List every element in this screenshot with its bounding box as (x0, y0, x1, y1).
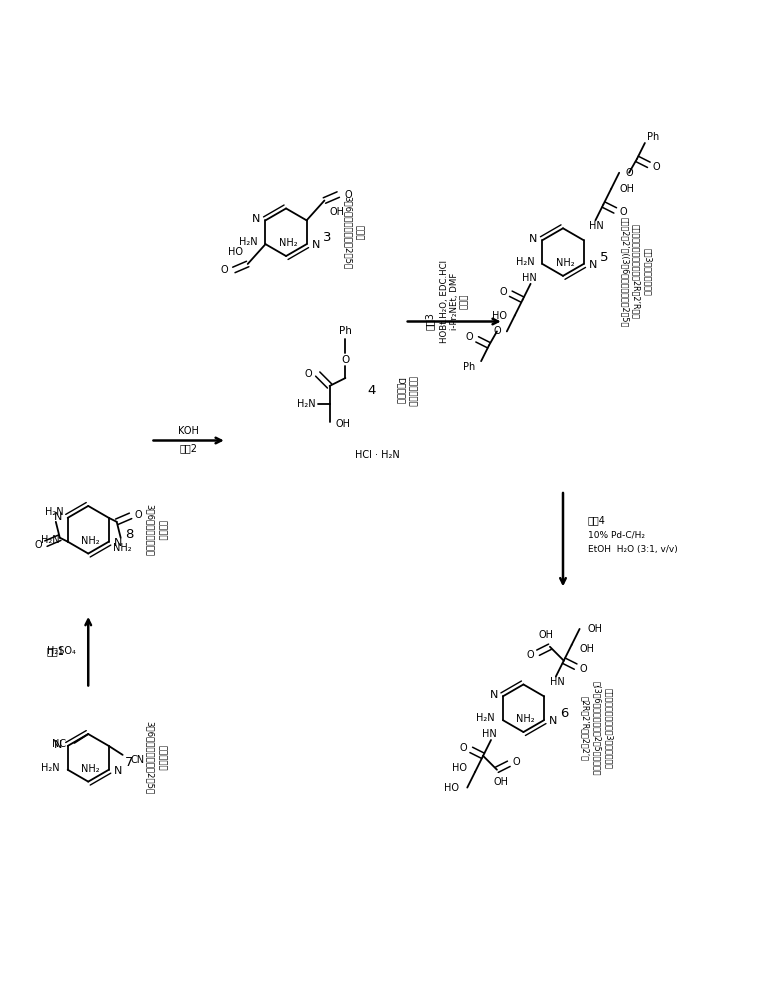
Text: 步骤3: 步骤3 (424, 313, 434, 330)
Text: （柱）: （柱） (459, 294, 468, 309)
Text: H₂N: H₂N (476, 713, 495, 723)
Text: O: O (625, 168, 633, 178)
Text: O: O (304, 369, 312, 379)
Text: Ph: Ph (647, 132, 659, 142)
Text: 二缰基）双（氨烷二基））2R，2’R）－: 二缰基）双（氨烷二基））2R，2’R）－ (632, 224, 641, 319)
Text: N: N (114, 538, 122, 548)
Text: 双（氨烷二基））双（3－羟基丙酸）: 双（氨烷二基））双（3－羟基丙酸） (604, 688, 613, 769)
Text: OH: OH (588, 624, 603, 634)
Text: 7: 7 (125, 756, 134, 769)
Text: N: N (253, 214, 260, 224)
Text: H₂N: H₂N (239, 237, 258, 247)
Text: 二甲酰胺: 二甲酰胺 (157, 520, 166, 540)
Text: N: N (311, 240, 320, 250)
Text: N: N (588, 260, 597, 270)
Text: H₂N: H₂N (41, 535, 60, 545)
Text: 步骤1: 步骤1 (47, 646, 65, 656)
Text: OH: OH (336, 419, 350, 429)
Text: N: N (114, 766, 122, 776)
Text: O: O (465, 332, 473, 342)
Text: O: O (493, 326, 501, 336)
Text: NH₂: NH₂ (278, 238, 298, 248)
Text: NH₂: NH₂ (81, 764, 99, 774)
Text: O: O (619, 207, 626, 217)
Text: O: O (526, 650, 534, 660)
Text: Ph: Ph (339, 326, 352, 336)
Text: O: O (580, 664, 588, 674)
Text: HN: HN (482, 729, 497, 739)
Text: 二缧酸: 二缧酸 (355, 225, 364, 240)
Text: HOBt.H₂O, EDC.HCl: HOBt.H₂O, EDC.HCl (439, 260, 449, 343)
Text: H₂N: H₂N (516, 257, 535, 267)
Text: HN: HN (590, 221, 604, 231)
Text: HO: HO (227, 247, 243, 257)
Text: OH: OH (494, 777, 508, 787)
Text: HN: HN (550, 677, 565, 687)
Text: H₂N: H₂N (297, 399, 316, 409)
Text: 3，6－二氨基吵山－2，5－: 3，6－二氨基吵山－2，5－ (343, 196, 352, 269)
Text: O: O (653, 162, 661, 172)
Text: HO: HO (492, 311, 507, 321)
Text: NH₂: NH₂ (81, 536, 99, 546)
Text: D－丝氨酸: D－丝氨酸 (395, 377, 404, 404)
Text: NC: NC (53, 739, 66, 749)
Text: 苄基酯盐酸盐: 苄基酯盐酸盐 (407, 376, 416, 406)
Text: 4: 4 (367, 384, 375, 397)
Text: （(3，6－二氨基吵山－2，5－二缰基）: （(3，6－二氨基吵山－2，5－二缰基） (592, 681, 601, 775)
Text: O: O (34, 540, 42, 550)
Text: O: O (513, 757, 520, 767)
Text: 3，6－二氨基吵山－: 3，6－二氨基吵山－ (145, 504, 154, 556)
Text: N: N (549, 716, 557, 726)
Text: NH₂: NH₂ (555, 258, 575, 268)
Text: 步骤4: 步骤4 (588, 515, 606, 525)
Text: HO: HO (452, 763, 467, 773)
Text: OH: OH (580, 644, 594, 654)
Text: O: O (134, 510, 142, 520)
Text: O: O (341, 355, 349, 365)
Text: H₂N: H₂N (44, 507, 63, 517)
Text: N: N (54, 740, 63, 750)
Text: N: N (490, 690, 498, 700)
Text: H₂N: H₂N (41, 763, 60, 773)
Text: O: O (221, 265, 228, 275)
Text: i-Pr₂NEt, DMF: i-Pr₂NEt, DMF (449, 273, 459, 330)
Text: 二苄基2，2’－((3，6－二氨基吵山－2，5－: 二苄基2，2’－((3，6－二氨基吵山－2，5－ (620, 217, 629, 327)
Text: CN: CN (130, 755, 145, 765)
Text: OH: OH (330, 207, 344, 217)
Text: O: O (459, 743, 467, 753)
Text: HCl · H₂N: HCl · H₂N (356, 450, 400, 460)
Text: NH₂: NH₂ (114, 543, 132, 553)
Text: 步骤2: 步骤2 (179, 443, 197, 453)
Text: 3: 3 (323, 231, 331, 244)
Text: O: O (344, 190, 352, 200)
Text: 8: 8 (125, 528, 134, 541)
Text: 10% Pd-C/H₂: 10% Pd-C/H₂ (588, 530, 645, 539)
Text: （2R，2’R）－2，2’－: （2R，2’R）－2，2’－ (580, 696, 589, 761)
Text: N: N (529, 234, 537, 244)
Text: Ph: Ph (463, 362, 475, 372)
Text: 6: 6 (560, 707, 568, 720)
Text: KOH: KOH (178, 426, 198, 436)
Text: EtOH  H₂O (3:1, v/v): EtOH H₂O (3:1, v/v) (588, 545, 678, 554)
Text: HN: HN (522, 273, 536, 283)
Text: N: N (54, 512, 63, 522)
Text: HO: HO (444, 783, 459, 793)
Text: O: O (499, 287, 507, 297)
Text: 5: 5 (600, 251, 608, 264)
Text: OH: OH (619, 184, 634, 194)
Text: OH: OH (539, 630, 553, 640)
Text: 3，6－二氨基吵山－2，5－: 3，6－二氨基吵山－2，5－ (145, 721, 154, 794)
Text: NH₂: NH₂ (516, 714, 535, 724)
Text: H₂SO₄: H₂SO₄ (47, 646, 76, 656)
Text: 吵山二甲腥: 吵山二甲腥 (157, 745, 166, 771)
Text: 双（3－羟基丙酸酯）: 双（3－羟基丙酸酯） (643, 248, 652, 296)
